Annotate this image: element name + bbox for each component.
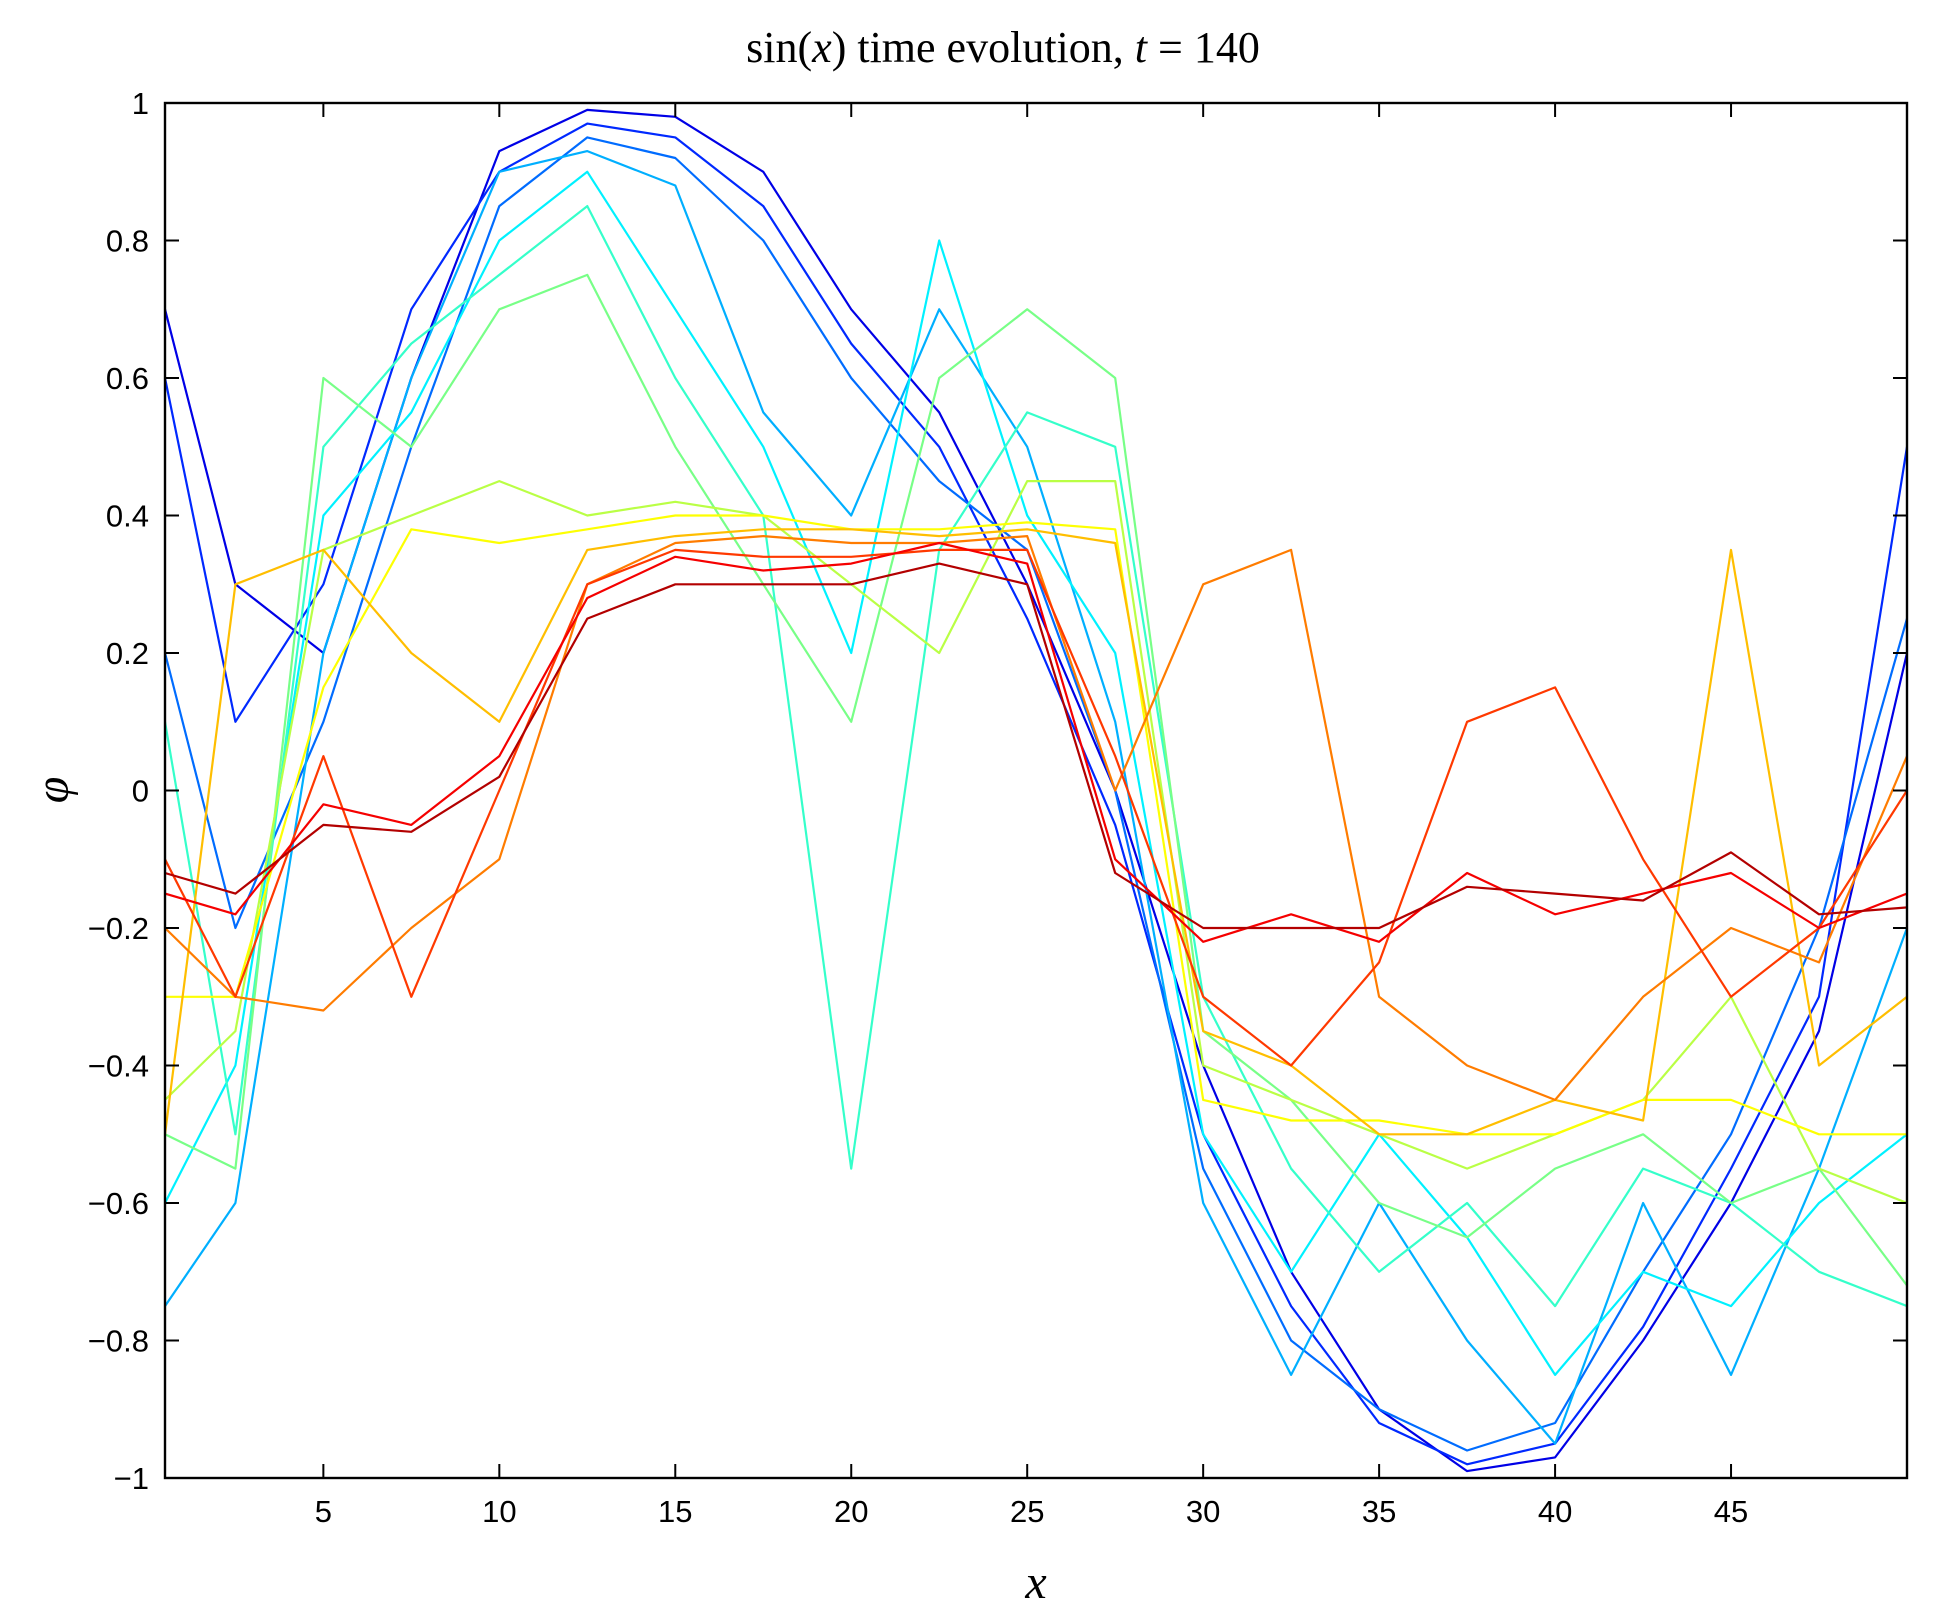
series-line-4	[165, 150, 1907, 1445]
x-tick-label: 10	[482, 1494, 516, 1529]
series-line-3	[165, 136, 1907, 1452]
series-line-11	[165, 535, 1907, 1101]
y-tick-label: 0.6	[106, 361, 149, 396]
y-tick-label: 0.2	[106, 636, 149, 671]
series-line-7	[165, 273, 1907, 1287]
x-tick-label: 15	[658, 1494, 692, 1529]
x-tick-label: 45	[1714, 1494, 1748, 1529]
x-tick-label: 30	[1186, 1494, 1220, 1529]
x-tick-label: 5	[315, 1494, 332, 1529]
y-tick-label: −0.6	[88, 1186, 149, 1221]
x-tick-label: 35	[1362, 1494, 1396, 1529]
chart-title: sin(x) time evolution, t = 140	[746, 23, 1260, 72]
y-tick-label: −0.2	[88, 911, 149, 946]
series-line-2	[165, 122, 1907, 1466]
y-axis-label: φ	[26, 777, 79, 804]
series-line-12	[165, 548, 1907, 1067]
y-tick-label: −0.8	[88, 1324, 149, 1359]
x-tick-label: 40	[1538, 1494, 1572, 1529]
y-tick-label: 1	[132, 86, 149, 121]
series-layer	[165, 108, 1907, 1473]
series-line-13	[165, 541, 1907, 943]
y-tick-label: 0.4	[106, 499, 149, 534]
y-tick-label: 0.8	[106, 224, 149, 259]
x-tick-label: 20	[834, 1494, 868, 1529]
y-tick-label: 0	[132, 774, 149, 809]
series-line-6	[165, 205, 1907, 1308]
x-tick-label: 25	[1010, 1494, 1044, 1529]
y-tick-label: −0.4	[88, 1049, 149, 1084]
series-line-14	[165, 562, 1907, 930]
tick-layer: 5 10 15 20 25 30 35 40 45 −1 −0.8 −0.6 −0.4 −0.2 0 0.2 0…	[88, 86, 1907, 1529]
series-line-9	[165, 514, 1907, 1136]
x-axis-label: x	[1024, 1556, 1046, 1609]
series-line-5	[165, 170, 1907, 1376]
y-tick-label: −1	[114, 1461, 149, 1496]
series-line-10	[165, 528, 1907, 1136]
